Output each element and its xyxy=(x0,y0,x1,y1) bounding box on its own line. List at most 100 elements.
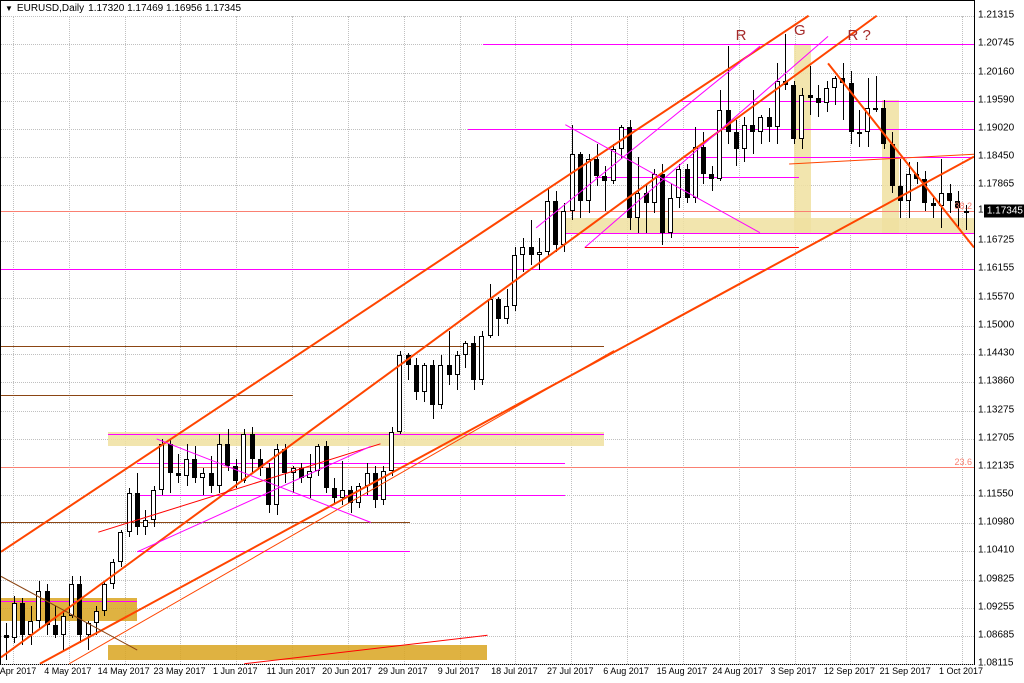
candle-wick xyxy=(646,184,647,233)
candle-body xyxy=(151,490,156,519)
candle-body xyxy=(922,179,927,204)
candle-body xyxy=(324,446,329,488)
y-tick-label: 1.09255 xyxy=(978,602,1014,613)
chart-canvas[interactable]: ▼ EURUSD,Daily 1.17320 1.17469 1.16956 1… xyxy=(0,0,975,665)
candle-body xyxy=(266,468,271,505)
candle-body xyxy=(873,108,878,110)
candle-body xyxy=(217,444,222,486)
candle-body xyxy=(816,98,821,103)
y-tick-label: 1.15570 xyxy=(978,292,1014,303)
horizontal-line xyxy=(1,395,293,396)
candle-body xyxy=(578,154,583,201)
candle-wick xyxy=(6,623,7,660)
candle-wick xyxy=(178,454,179,483)
candle-body xyxy=(414,365,419,392)
candle-body xyxy=(824,88,829,103)
candle-body xyxy=(192,459,197,479)
y-tick-label: 1.09825 xyxy=(978,574,1014,585)
y-tick-label: 1.14430 xyxy=(978,347,1014,358)
candle-body xyxy=(504,306,509,318)
y-tick-label: 1.20745 xyxy=(978,37,1014,48)
x-tick-label: 1 Oct 2017 xyxy=(939,666,983,676)
candle-body xyxy=(964,211,969,213)
x-tick-label: 24 Aug 2017 xyxy=(712,666,763,676)
candle-body xyxy=(906,174,911,201)
candle-wick xyxy=(531,220,532,264)
candle-body xyxy=(45,591,50,625)
candle-body xyxy=(890,144,895,186)
candle-body xyxy=(840,78,845,83)
candle-body xyxy=(209,473,214,485)
candle-body xyxy=(340,490,345,497)
candle-body xyxy=(258,459,263,469)
candle-body xyxy=(914,174,919,179)
candle-wick xyxy=(523,238,524,272)
gridline-v xyxy=(627,16,628,664)
x-tick-label: 27 Jul 2017 xyxy=(547,666,594,676)
candle-body xyxy=(406,355,411,365)
gridline-v xyxy=(69,16,70,664)
candle-body xyxy=(783,81,788,86)
candle-body xyxy=(857,132,862,134)
candle-body xyxy=(758,117,763,132)
horizontal-line xyxy=(682,157,974,158)
x-tick-label: 11 Jun 2017 xyxy=(267,666,316,676)
candle-body xyxy=(373,473,378,500)
y-tick-label: 1.08685 xyxy=(978,630,1014,641)
gridline-h xyxy=(1,73,974,74)
candle-body xyxy=(734,132,739,149)
y-tick-label: 1.15000 xyxy=(978,320,1014,331)
candle-body xyxy=(726,110,731,132)
gridline-v xyxy=(460,16,461,664)
candle-wick xyxy=(712,166,713,191)
horizontal-line xyxy=(1,467,974,468)
candle-body xyxy=(701,147,706,174)
y-tick-label: 1.18450 xyxy=(978,150,1014,161)
x-tick-label: 18 Jul 2017 xyxy=(491,666,538,676)
candle-body xyxy=(635,193,640,218)
x-tick-label: 14 May 2017 xyxy=(98,666,150,676)
candle-body xyxy=(512,255,517,307)
horizontal-line xyxy=(1,346,604,347)
candle-body xyxy=(282,449,287,474)
candle-wick xyxy=(917,162,918,184)
candle-body xyxy=(479,336,484,380)
candle-body xyxy=(28,621,33,636)
y-tick-label: 1.12705 xyxy=(978,432,1014,443)
candle-body xyxy=(438,365,443,404)
candle-body xyxy=(611,149,616,181)
candle-wick xyxy=(605,166,606,210)
dropdown-icon[interactable]: ▼ xyxy=(5,4,13,13)
candle-body xyxy=(176,473,181,475)
candle-body xyxy=(389,432,394,471)
gridline-v xyxy=(236,16,237,664)
candle-body xyxy=(20,603,25,635)
horizontal-line xyxy=(483,44,974,45)
y-tick-label: 1.20160 xyxy=(978,66,1014,77)
chart-annotation: R xyxy=(736,27,747,44)
price-zone xyxy=(565,218,974,233)
gridline-v xyxy=(739,16,740,664)
candle-body xyxy=(12,603,17,637)
candle-body xyxy=(4,635,9,637)
candle-body xyxy=(184,459,189,476)
candle-body xyxy=(455,355,460,375)
candle-body xyxy=(570,154,575,210)
x-tick-label: 9 Jul 2017 xyxy=(438,666,480,676)
candle-body xyxy=(356,486,361,503)
candle-body xyxy=(225,444,230,466)
horizontal-line xyxy=(1,269,974,270)
gridline-v xyxy=(683,16,684,664)
candle-body xyxy=(931,203,936,205)
gridline-v xyxy=(125,16,126,664)
gridline-h xyxy=(1,580,974,581)
candle-body xyxy=(545,201,550,253)
x-tick-label: 25 Apr 2017 xyxy=(0,666,36,676)
y-tick-label: 1.16725 xyxy=(978,235,1014,246)
candle-body xyxy=(61,616,66,636)
candle-body xyxy=(471,343,476,380)
candle-body xyxy=(110,562,115,584)
candle-body xyxy=(553,201,558,245)
candle-body xyxy=(422,365,427,392)
candle-body xyxy=(241,434,246,481)
